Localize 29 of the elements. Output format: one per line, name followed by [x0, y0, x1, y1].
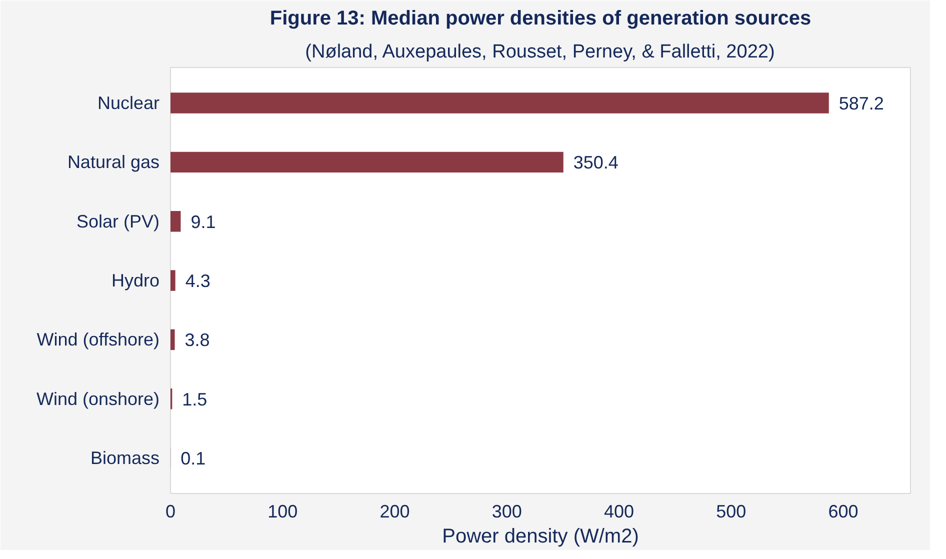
data-label: 1.5 — [182, 389, 208, 410]
y-tick-label: Nuclear — [97, 93, 160, 113]
x-tick-label: 400 — [604, 502, 634, 522]
x-axis-title: Power density (W/m2) — [442, 526, 639, 548]
chart-subtitle: (Nøland, Auxepaules, Rousset, Perney, & Falletti, 2022) — [305, 42, 775, 62]
y-tick-label: Natural gas — [67, 152, 160, 172]
data-label: 4.3 — [185, 271, 210, 291]
y-tick-label: Biomass — [90, 448, 160, 468]
x-tick-label: 0 — [165, 502, 176, 522]
bar — [170, 152, 564, 173]
bar — [170, 92, 829, 114]
y-tick-label: Hydro — [111, 270, 160, 290]
data-label: 587.2 — [838, 94, 884, 114]
bar — [170, 270, 176, 291]
bar — [170, 329, 175, 350]
chart-title: Figure 13: Median power densities of generation sources — [270, 8, 812, 30]
data-label: 0.1 — [180, 448, 206, 468]
y-tick-label: Wind (onshore) — [36, 388, 160, 409]
x-tick-label: 100 — [268, 502, 298, 522]
bar — [170, 210, 181, 232]
data-label: 9.1 — [190, 212, 216, 232]
data-label: 350.4 — [573, 152, 618, 173]
x-tick-label: 600 — [828, 502, 858, 522]
y-tick-label: Solar (PV) — [76, 211, 160, 232]
x-tick-label: 300 — [492, 502, 522, 522]
x-tick-label: 500 — [716, 502, 746, 522]
data-label: 3.8 — [184, 330, 210, 350]
y-tick-label: Wind (offshore) — [36, 330, 160, 350]
x-tick-label: 200 — [380, 502, 410, 522]
